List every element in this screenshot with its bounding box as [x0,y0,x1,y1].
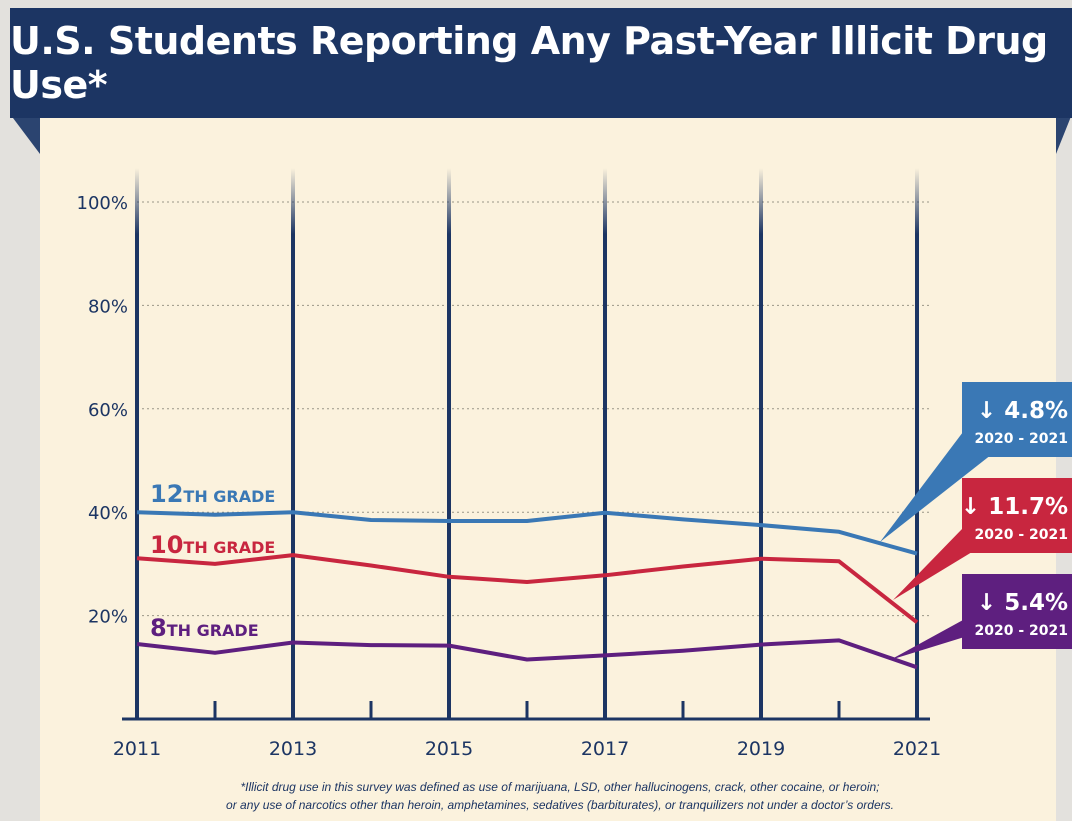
series-line-grade10 [136,553,919,624]
series-label-grade8: 8TH GRADE [150,614,259,642]
series-label-grade12: 12TH GRADE [150,480,275,508]
y-tick-label: 60% [88,400,128,421]
year-post-2011 [135,168,139,719]
x-tick-label: 2011 [113,738,161,760]
callout-period-grade12: 2020 - 2021 [975,431,1069,447]
x-tick-label: 2015 [425,738,473,760]
year-post-2017 [603,168,607,719]
chart-panel [40,114,1056,821]
year-post-2013 [291,168,295,719]
footnote-line-1: *Illicit drug use in this survey was def… [240,780,880,794]
footnote-line-2: or any use of narcotics other than heroi… [226,798,894,812]
callout-box-grade8 [962,574,1072,649]
year-tick-2012 [213,701,217,719]
callout-pointer-grade12 [880,432,1010,542]
callout-period-grade8: 2020 - 2021 [975,623,1069,639]
x-tick-label: 2013 [269,738,317,760]
year-tick-2018 [681,701,685,719]
x-axis [122,717,930,721]
y-tick-label: 100% [77,193,128,214]
year-post-2019 [759,168,763,719]
callout-box-grade12 [962,382,1072,457]
series-label-grade10: 10TH GRADE [150,531,275,559]
x-tick-label: 2017 [581,738,629,760]
callout-change-grade8: ↓ 5.4% [977,590,1068,616]
series-line-grade12 [136,510,918,556]
y-tick-label: 80% [88,296,128,317]
callout-change-grade10: ↓ 11.7% [961,494,1068,520]
callout-period-grade10: 2020 - 2021 [975,527,1069,543]
title-banner: U.S. Students Reporting Any Past-Year Il… [10,8,1072,118]
chart-title: U.S. Students Reporting Any Past-Year Il… [10,19,1048,107]
series-line-grade8 [136,638,918,670]
callout-change-grade12: ↓ 4.8% [977,398,1068,424]
footnote: *Illicit drug use in this survey was def… [60,778,1060,814]
x-tick-label: 2021 [893,738,941,760]
year-post-2015 [447,168,451,719]
x-tick-label: 2019 [737,738,785,760]
year-tick-2020 [837,701,841,719]
year-post-2021 [915,168,919,719]
year-tick-2016 [525,701,529,719]
year-tick-2014 [369,701,373,719]
callout-box-grade10 [962,478,1072,553]
y-tick-label: 20% [88,607,128,628]
y-tick-label: 40% [88,503,128,524]
